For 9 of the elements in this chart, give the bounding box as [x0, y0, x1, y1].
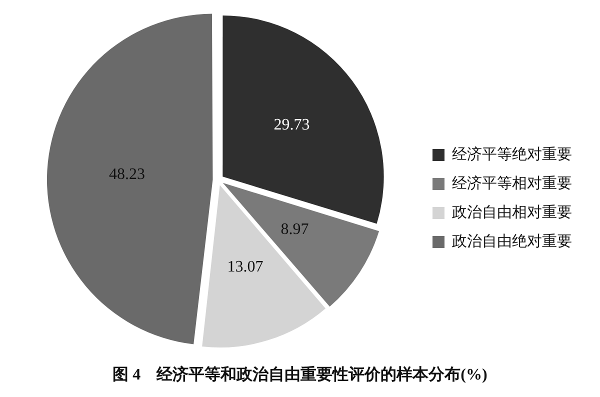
legend-label: 政治自由绝对重要	[452, 232, 572, 250]
data-label: 8.97	[280, 221, 309, 238]
data-label: 48.23	[108, 166, 145, 184]
text: 图 4 经济平等和政治自由重要性评价的样本分布(%)	[112, 366, 488, 384]
legend-label: 政治自由相对重要	[452, 204, 572, 221]
data-label: 13.07	[227, 258, 264, 276]
legend-label: 经济平等绝对重要	[452, 146, 572, 163]
legend-label: 经济平等相对重要	[452, 174, 572, 192]
data-label: 29.73	[274, 116, 310, 134]
